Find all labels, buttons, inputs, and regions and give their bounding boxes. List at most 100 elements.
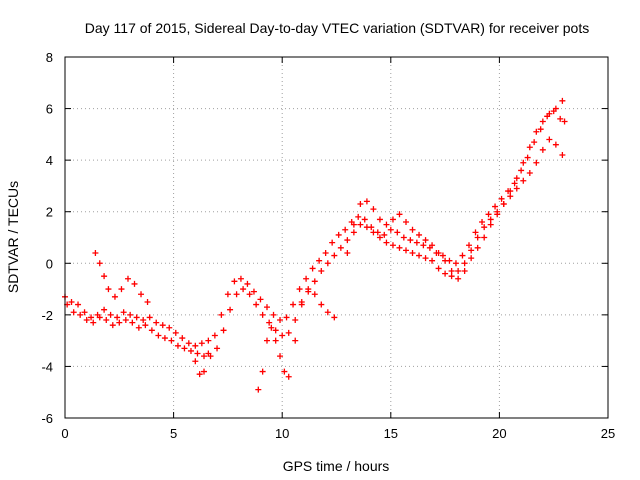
data-point-track-c [363, 198, 370, 205]
data-point-track-b [148, 327, 155, 334]
data-point-track-b [96, 314, 103, 321]
data-point-track-a [355, 213, 362, 220]
data-point-track-a [492, 203, 499, 210]
data-point-track-b [220, 327, 227, 334]
x-tick-label: 5 [170, 426, 177, 441]
data-point-track-c [416, 231, 423, 238]
data-point-track-a [140, 317, 147, 324]
data-point-track-c [263, 337, 270, 344]
data-point-track-a [192, 342, 199, 349]
data-point-track-c [192, 358, 199, 365]
data-point-track-c [546, 110, 553, 117]
data-point-track-c [272, 337, 279, 344]
data-point-track-a [400, 234, 407, 241]
data-point-track-a [179, 335, 186, 342]
data-point-track-a [387, 226, 394, 233]
y-tick-label: 0 [46, 256, 53, 271]
data-point-track-a [361, 216, 368, 223]
data-point-track-c [281, 368, 288, 375]
data-point-track-c [268, 324, 275, 331]
data-point-track-a [342, 226, 349, 233]
data-point-track-a [322, 249, 329, 256]
y-tick-label: 6 [46, 102, 53, 117]
data-point-track-c [324, 309, 331, 316]
data-point-track-a [81, 309, 88, 316]
data-point-track-a [472, 229, 479, 236]
data-point-track-c [101, 273, 108, 280]
data-point-track-a [133, 314, 140, 321]
x-tick-label: 0 [61, 426, 68, 441]
data-point-track-b [181, 345, 188, 352]
data-point-track-b [266, 319, 273, 326]
data-point-track-c [507, 188, 514, 195]
data-point-track-b [389, 242, 396, 249]
grid-lines [65, 57, 608, 418]
data-point-track-c [513, 175, 520, 182]
data-point-track-a [172, 329, 179, 336]
data-point-track-b [214, 345, 221, 352]
data-point-track-c [474, 244, 481, 251]
data-point-track-c [383, 221, 390, 228]
data-point-track-a [296, 286, 303, 293]
data-point-track-c [344, 249, 351, 256]
data-point-track-c [138, 291, 145, 298]
data-point-track-b [116, 319, 123, 326]
data-point-track-b [292, 317, 299, 324]
x-axis-label: GPS time / hours [283, 458, 390, 474]
data-point-track-a [309, 265, 316, 272]
data-point-track-b [559, 151, 566, 158]
data-point-track-c [144, 298, 151, 305]
data-point-track-b [448, 273, 455, 280]
data-point-track-b [468, 247, 475, 254]
data-point-track-b [272, 327, 279, 334]
data-point-track-b [552, 141, 559, 148]
data-point-track-b [187, 347, 194, 354]
data-point-track-a [394, 229, 401, 236]
data-point-track-a [88, 314, 95, 321]
data-point-track-a [205, 337, 212, 344]
data-point-track-b [383, 239, 390, 246]
data-point-track-c [481, 234, 488, 241]
data-point-track-b [233, 291, 240, 298]
data-point-track-b [240, 286, 247, 293]
data-point-track-b [259, 311, 266, 318]
data-point-track-a [407, 237, 414, 244]
data-point-track-c [422, 237, 429, 244]
data-point-track-c [331, 314, 338, 321]
data-point-track-b [520, 177, 527, 184]
data-point-track-b [279, 332, 286, 339]
data-point-track-c [539, 118, 546, 125]
data-point-track-c [105, 286, 112, 293]
data-point-track-c [526, 144, 533, 151]
data-point-track-a [224, 291, 231, 298]
data-point-track-c [305, 286, 312, 293]
data-point-track-a [283, 314, 290, 321]
data-point-track-c [111, 293, 118, 300]
data-point-track-b [122, 317, 129, 324]
data-point-track-b [396, 244, 403, 251]
data-point-track-b [416, 252, 423, 259]
data-point-track-b [201, 353, 208, 360]
x-tick-label: 20 [492, 426, 506, 441]
data-point-track-b [481, 224, 488, 231]
data-point-track-a [263, 304, 270, 311]
y-tick-label: 4 [46, 153, 53, 168]
data-point-track-b [526, 170, 533, 177]
data-point-track-b [409, 249, 416, 256]
data-point-track-b [142, 322, 149, 329]
data-point-track-a [114, 314, 121, 321]
data-point-track-a [518, 167, 525, 174]
data-point-track-b [161, 335, 168, 342]
data-point-track-b [253, 301, 260, 308]
data-point-track-a [511, 180, 518, 187]
data-point-track-a [146, 314, 153, 321]
data-point-track-b [546, 136, 553, 143]
data-point-track-a [211, 332, 218, 339]
data-point-track-b [455, 268, 462, 275]
data-point-track-c [552, 105, 559, 112]
data-point-track-b [363, 224, 370, 231]
data-point-track-b [533, 159, 540, 166]
data-point-track-a [420, 242, 427, 249]
data-point-track-c [559, 97, 566, 104]
data-point-track-a [127, 311, 134, 318]
